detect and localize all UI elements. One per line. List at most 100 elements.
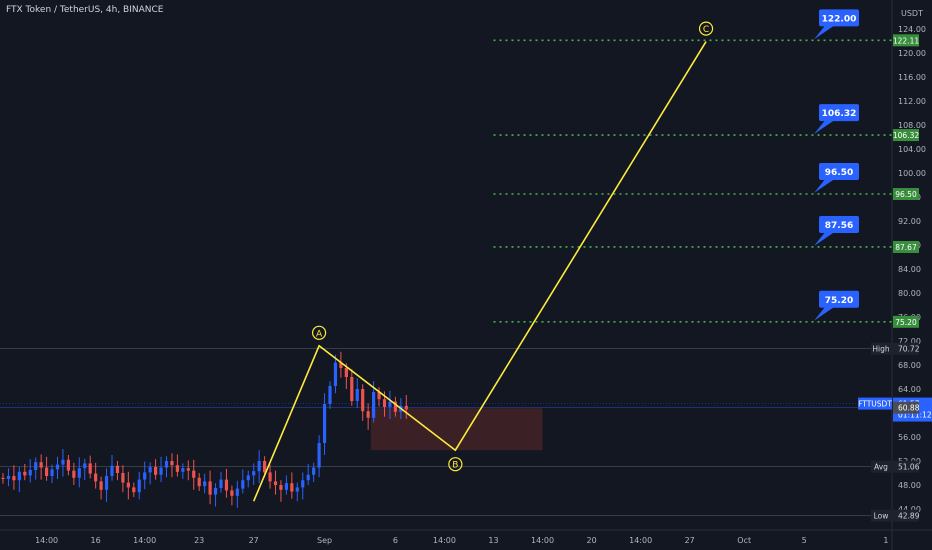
candle-body [273,481,278,485]
candle-body [290,483,294,492]
x-tick-label: 27 [249,536,259,545]
level-tag: Avg [874,463,888,472]
y-tick-label: 92.00 [898,217,921,226]
candle-body [388,401,392,407]
candle-body [39,462,43,468]
candle-body [28,470,32,476]
level-price: 70.72 [898,345,920,354]
candle-body [192,470,196,478]
candle-body [83,463,87,469]
candle-body [257,461,261,472]
chart-title: FTX Token / TetherUS, 4h, BINANCE [6,5,164,15]
callout-pointer [814,24,836,40]
x-tick-label: 14:00 [433,536,456,545]
target-callout-value: 75.20 [825,296,853,306]
countdown-label: 01:11:12 [898,411,932,420]
x-tick-label: 1 [883,536,888,545]
candle-body [377,392,381,400]
target-axis-label: 122.11 [893,36,919,45]
target-callout-box [819,215,859,233]
zone-box [370,408,543,451]
candle-body [148,467,152,473]
y-tick-label: 84.00 [898,265,921,274]
candle-body [279,485,283,490]
wave-marker [448,457,463,472]
candle-body [77,468,81,478]
level-price-bg [893,460,919,473]
symbol-tag-bg [858,397,892,410]
candle-body [66,459,70,471]
candle-body [159,467,163,475]
price-label-bg [893,401,919,414]
candle-body [137,479,141,493]
target-axis-label: 106.32 [893,131,919,140]
candle-body [241,480,245,489]
candle-body [175,465,179,472]
callout-pointer [814,119,836,135]
x-tick-label: 14:00 [629,536,652,545]
candle-body [344,368,348,377]
candle-body [61,459,65,465]
x-tick-label: 14:00 [531,536,554,545]
wave-path: A B C [252,21,714,502]
callout-pointer [814,178,836,193]
target-axis-label: 87.67 [895,243,917,252]
target-callout-value: 96.50 [825,168,853,178]
candle-body [132,487,136,493]
candle-body [355,389,359,401]
y-tick-label: 72.00 [898,337,921,346]
callout-pointer [814,230,836,246]
candle-body [350,377,354,401]
y-tick-label: 48.00 [898,481,921,490]
candle-body [6,476,11,479]
target-callout-value: 122.00 [822,14,857,24]
x-tick-label: 16 [91,536,101,545]
level-tag-bg [871,342,892,355]
target-callout-box [819,104,859,122]
correction-zone [370,408,543,451]
y-tick-label: 108.00 [898,121,926,130]
target-axis-label-bg [893,315,919,328]
candle-body [143,472,147,480]
candle-body [322,404,327,443]
target-axis-label-bg [893,129,919,142]
candle-body [328,386,332,404]
candle-body [235,488,239,496]
candle-body [115,465,120,473]
candle-body [208,481,212,495]
candle-body [213,488,218,495]
candle-body [224,479,229,491]
x-tick-label: 14:00 [133,536,156,545]
target-callout-box [819,9,859,27]
candle-body [17,471,21,481]
candle-body [361,389,365,412]
level-price-bg [893,509,919,522]
level-price: 42.89 [898,512,920,521]
candle-body [219,479,223,488]
candle-body [50,469,54,476]
wave-label: B [452,461,458,471]
y-tick-label: 116.00 [898,73,926,82]
candle-body [1,477,5,479]
target-axis-label: 75.20 [895,318,917,327]
candle-body [306,474,310,481]
candle-body [372,392,376,418]
candle-body [23,471,27,476]
symbol-tag: FTTUSDT [858,400,892,409]
target-callout-box [819,290,859,308]
callout-pointer [814,305,836,321]
target-axis-label-bg [893,188,919,200]
x-tick-label: 14:00 [35,536,58,545]
candle-body [164,461,169,468]
wave-label: C [703,25,709,35]
candle-body [252,471,256,476]
x-tick-label: 23 [194,536,204,545]
level-price-bg [893,342,919,355]
candle-body [312,467,316,475]
target-callout-value: 87.56 [825,221,853,231]
candle-body [154,467,158,475]
candle-body [12,476,16,481]
x-tick-label: Oct [737,536,751,545]
candle-body [295,487,299,492]
